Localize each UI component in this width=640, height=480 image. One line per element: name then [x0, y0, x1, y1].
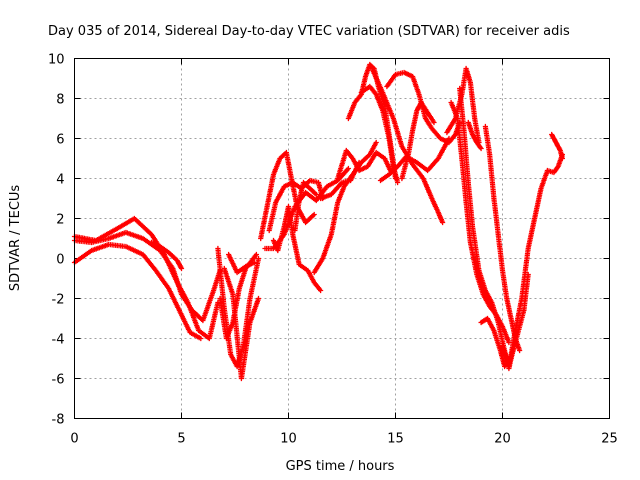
x-tick-label: 15 [387, 432, 404, 447]
y-tick-label: 8 [56, 93, 64, 108]
plus-markers [258, 149, 317, 242]
y-tick-labels: -8 -6 -4 -2 0 2 4 6 8 10 [48, 53, 65, 428]
y-tick-label: 10 [48, 53, 65, 68]
x-axis-label: GPS time / hours [286, 459, 395, 474]
x-tick-label: 25 [601, 432, 618, 447]
plus-markers [71, 215, 221, 342]
series-track-22 [377, 135, 452, 184]
series-track-1 [71, 229, 223, 324]
series-track-24 [448, 99, 512, 346]
x-tick-label: 5 [177, 432, 185, 447]
series-track-9 [258, 149, 317, 242]
plus-markers [226, 251, 257, 276]
y-tick-label: -4 [52, 333, 65, 348]
series-track-4 [148, 239, 185, 272]
chart-title: Day 035 of 2014, Sidereal Day-to-day VTE… [48, 24, 570, 39]
y-tick-label: 6 [56, 133, 64, 148]
plus-markers [549, 131, 565, 162]
y-axis-label: SDTVAR / TECUs [8, 185, 23, 292]
plus-markers [465, 119, 484, 152]
plus-markers [377, 135, 452, 184]
plus-markers [292, 179, 319, 234]
x-tick-label: 20 [494, 432, 511, 447]
y-tick-label: 4 [56, 173, 64, 188]
series-track-30 [465, 119, 484, 152]
x-tick-label: 10 [280, 432, 297, 447]
y-tick-label: 2 [56, 213, 64, 228]
plot-frame [74, 58, 610, 419]
data-markers [71, 61, 565, 382]
y-tick-label: -6 [52, 373, 65, 388]
plus-markers [448, 99, 512, 346]
series-track-2 [71, 215, 221, 342]
plus-markers [71, 229, 223, 324]
series-track-16 [335, 147, 399, 182]
series-track-7 [221, 265, 262, 382]
plus-markers [335, 147, 399, 182]
x-tick-label: 0 [70, 432, 78, 447]
series-track-8 [226, 251, 257, 276]
y-tick-label: -2 [52, 293, 65, 308]
x-tick-labels: 0 5 10 15 20 25 [70, 432, 617, 447]
y-tick-label: -8 [52, 413, 65, 428]
series-track-13 [292, 179, 319, 234]
series-track-29 [549, 131, 565, 162]
plus-markers [221, 265, 262, 382]
plus-markers [499, 151, 565, 370]
plus-markers [148, 239, 185, 272]
y-tick-label: 0 [56, 253, 64, 268]
series-track-28 [499, 151, 565, 370]
